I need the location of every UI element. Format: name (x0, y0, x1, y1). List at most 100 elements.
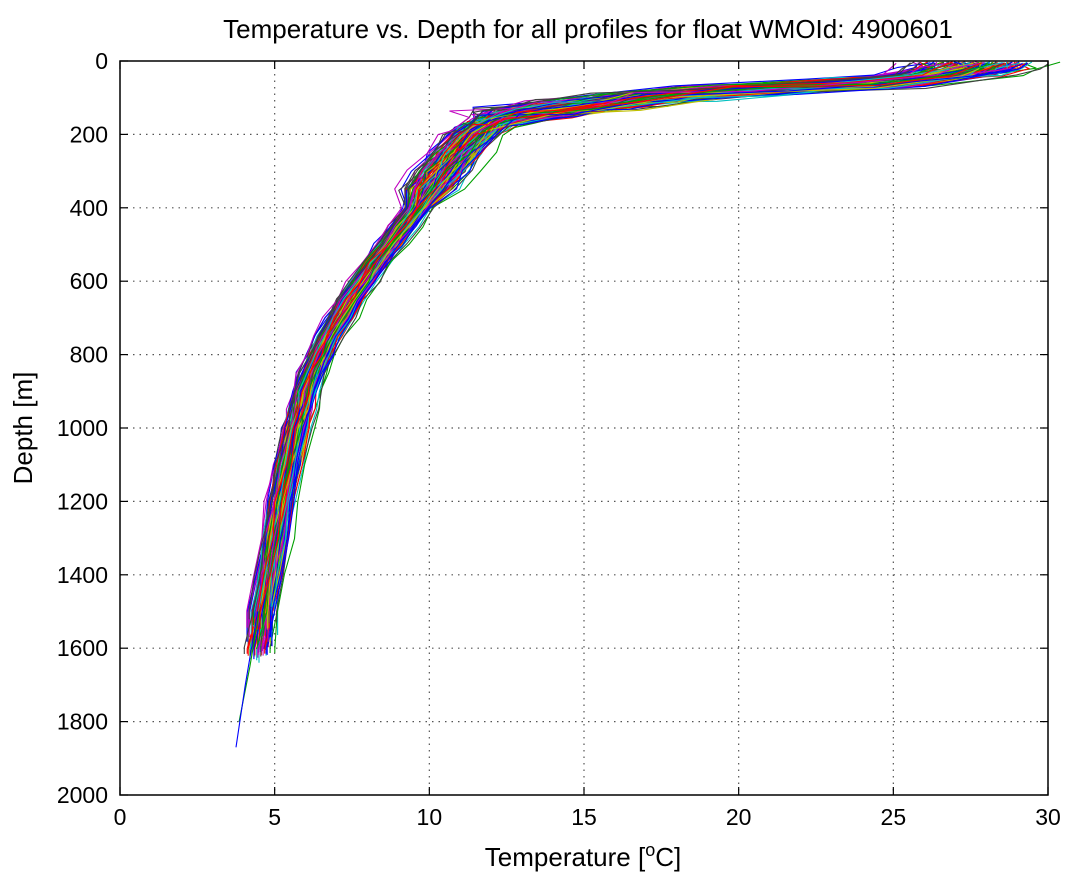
profile-line (265, 62, 961, 611)
profile-line (271, 63, 1007, 621)
profile-line (247, 62, 956, 650)
profile-line (267, 61, 1009, 628)
profile-line (270, 62, 1021, 641)
grid-lines (120, 61, 1048, 795)
profile-line (253, 62, 971, 649)
profile-line (264, 63, 1029, 650)
profile-line (267, 61, 980, 607)
profile-line (258, 62, 911, 608)
profile-line (268, 62, 985, 605)
profile-line (271, 62, 1010, 628)
profile-line (271, 62, 1001, 631)
profile-line (265, 63, 965, 614)
profile-line (253, 62, 988, 660)
profile-line (256, 63, 949, 627)
profile-line (267, 61, 991, 641)
profile-line (262, 61, 973, 613)
x-tick-labels: 0 5 10 15 20 25 30 (114, 804, 1061, 830)
y-tick-label: 800 (70, 342, 108, 368)
profile-line (263, 63, 1004, 649)
profile-line (249, 61, 944, 660)
profile-line (269, 63, 1016, 618)
profile-line (260, 63, 955, 610)
profile-line (252, 62, 926, 615)
profile-line (264, 61, 1031, 654)
profile-line (265, 63, 965, 605)
profile-line (277, 61, 1033, 635)
profiles-group (235, 61, 1061, 748)
profile-line (263, 63, 994, 633)
profile-line (268, 63, 1015, 615)
profile-line (270, 61, 979, 610)
x-tick-label: 10 (417, 804, 443, 830)
profile-line (249, 61, 956, 649)
profile-line (267, 61, 1013, 644)
profile-line (259, 63, 970, 643)
profile-line (255, 61, 945, 617)
profile-line (260, 62, 979, 615)
profile-line (248, 61, 915, 620)
x-tick-label: 5 (268, 804, 281, 830)
profile-line (257, 62, 990, 653)
profile-line (261, 62, 947, 611)
profile-line (257, 61, 953, 630)
profile-line (254, 62, 933, 633)
profile-line (264, 61, 975, 608)
profile-line (272, 61, 1013, 611)
profile-line (259, 61, 966, 631)
profile-line (254, 63, 972, 650)
profile-line (268, 61, 994, 647)
profile-line (269, 62, 1021, 643)
profile-line (263, 63, 992, 621)
profile-line (261, 61, 960, 637)
profile-line (263, 62, 968, 608)
profile-line (269, 63, 1003, 632)
profile-line (258, 61, 996, 655)
profile-line (269, 62, 1017, 643)
profile-line (263, 61, 966, 608)
profile-line (268, 63, 1008, 648)
profile-line (261, 62, 984, 628)
profile-line (251, 63, 969, 656)
profile-line (257, 62, 971, 634)
profile-line (258, 62, 986, 663)
profile-line (256, 61, 966, 646)
y-tick-label: 400 (70, 195, 108, 221)
profile-line (256, 63, 990, 661)
profile-line (260, 61, 983, 636)
profile-line (259, 62, 985, 614)
profile-line (267, 62, 982, 629)
profile-line (263, 61, 942, 606)
profile-line (257, 62, 982, 634)
profile-line (243, 61, 921, 654)
y-tick-label: 1400 (57, 562, 108, 588)
profile-line (264, 61, 993, 620)
profile-line (267, 63, 1011, 642)
deep-profile-line (235, 611, 259, 748)
profile-line (260, 62, 998, 657)
y-tick-label: 0 (95, 48, 108, 74)
profile-line (261, 61, 972, 616)
profile-line (246, 61, 928, 654)
profile-line (247, 61, 938, 635)
x-tick-label: 25 (881, 804, 907, 830)
profile-line (269, 63, 1006, 638)
profile-line (265, 61, 1028, 656)
x-tick-label: 15 (571, 804, 597, 830)
profile-line (254, 63, 969, 656)
profile-line (249, 63, 918, 624)
y-tick-label: 1600 (57, 635, 108, 661)
profile-line (268, 62, 1004, 624)
profile-line (257, 62, 944, 643)
y-tick-label: 200 (70, 121, 108, 147)
profile-line (259, 62, 971, 634)
y-tick-label: 1200 (57, 488, 108, 514)
y-tick-label: 1800 (57, 709, 108, 735)
profile-line (263, 63, 962, 623)
profile-line (259, 62, 963, 617)
profile-line (259, 62, 982, 621)
profile-line (258, 61, 974, 634)
profile-line (269, 62, 1037, 653)
profile-line (267, 62, 1008, 619)
